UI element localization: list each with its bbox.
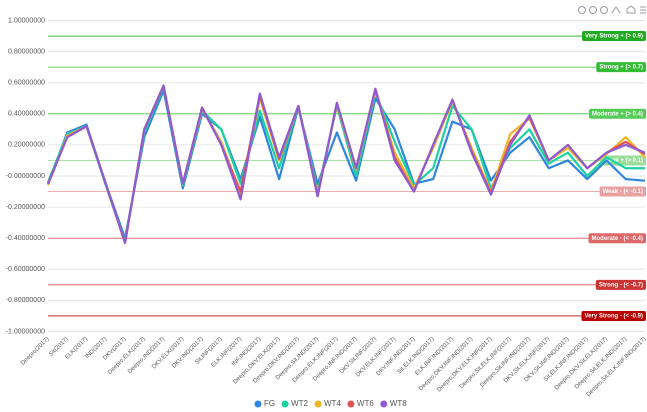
threshold-label: Very Strong - (< -0.9): [584, 314, 643, 320]
legend-swatch: [314, 400, 322, 408]
legend-swatch: [347, 400, 355, 408]
threshold-badge: [596, 62, 646, 73]
threshold-badge: [600, 155, 646, 166]
threshold-label: Strong + (> 0.7): [599, 65, 643, 71]
threshold-label: Weak - (< -0.1): [603, 189, 643, 195]
threshold-badge: [581, 31, 646, 42]
legend-label: FG: [264, 399, 275, 408]
y-tick-label: 0.40000000: [8, 111, 45, 118]
threshold-label: Moderate - (< -0.4): [591, 236, 643, 242]
threshold-badge: [595, 279, 646, 290]
toolbar: [578, 5, 646, 14]
legend-label: WT4: [324, 399, 341, 408]
threshold-badge: [599, 186, 646, 197]
threshold-badge: [588, 108, 646, 119]
y-tick-label: -0.20000000: [6, 204, 45, 211]
y-tick-label: -1.00000000: [6, 328, 45, 335]
series-line: [46, 89, 646, 240]
y-tick-label: 0.80000000: [8, 48, 45, 55]
legend-label: WT8: [390, 399, 407, 408]
y-tick-label: -0.00000000: [6, 173, 45, 180]
threshold-label: Moderate + (> 0.4): [592, 111, 643, 117]
threshold-label: Strong - (< -0.7): [599, 282, 643, 288]
y-tick-label: 0.20000000: [8, 142, 45, 149]
threshold-label: Very Strong + (> 0.9): [585, 34, 643, 40]
threshold-badge: [581, 310, 646, 321]
y-tick-label: -0.40000000: [6, 235, 45, 242]
legend-swatch: [254, 400, 262, 408]
x-tick-label: Deepro(2017): [20, 336, 50, 366]
x-tick-label: Deepro,IND(2017): [127, 336, 166, 375]
y-tick-label: -0.80000000: [6, 297, 45, 304]
legend-label: WT6: [357, 399, 374, 408]
y-tick-label: 1.00000000: [8, 17, 45, 24]
series-line: [46, 84, 646, 244]
threshold-label: Weak + (> 0.1): [603, 158, 643, 164]
y-tick-label: -0.60000000: [6, 266, 45, 273]
threshold-badge: [588, 233, 646, 244]
legend-swatch: [380, 400, 388, 408]
legend-swatch: [281, 400, 289, 408]
y-tick-label: 0.60000000: [8, 80, 45, 87]
legend-label: WT2: [291, 399, 308, 408]
